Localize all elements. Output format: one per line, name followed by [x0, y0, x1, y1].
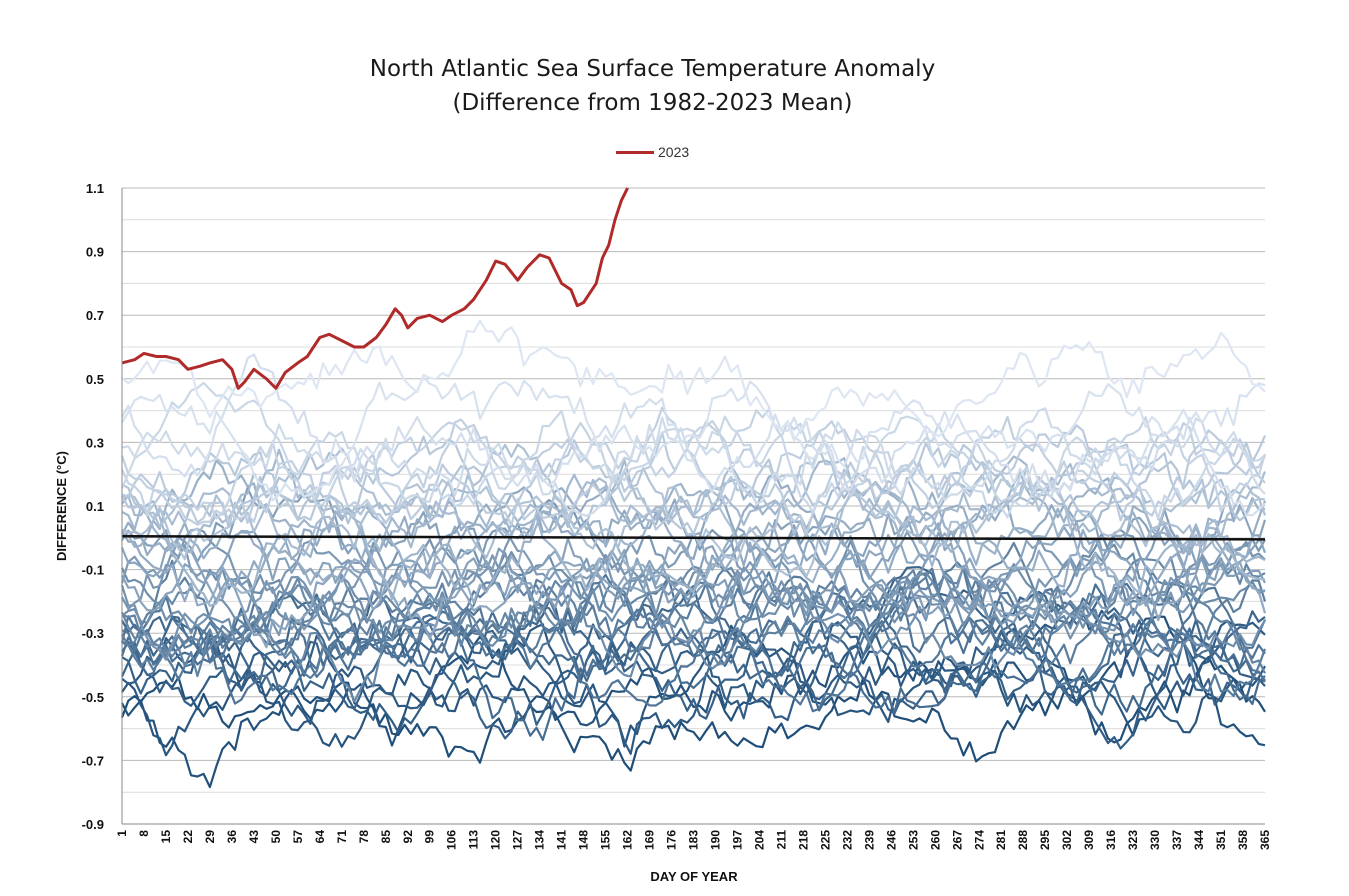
- y-axis-ticks: 1.1 0.9 0.7 0.5 0.3 0.1 -0.1 -0.3 -0.5 -0.7 -0.9: [82, 181, 104, 832]
- y-axis-label: DIFFERENCE (°C): [54, 451, 69, 561]
- x-tick-label: 260: [928, 830, 942, 850]
- x-tick-label: 50: [269, 830, 283, 844]
- y-tick-label: 0.5: [86, 372, 104, 387]
- chart-title-block: North Atlantic Sea Surface Temperature A…: [300, 52, 1005, 120]
- x-tick-label: 351: [1214, 830, 1228, 850]
- x-tick-label: 302: [1060, 830, 1074, 850]
- y-tick-label: -0.7: [82, 753, 104, 768]
- x-axis-label: DAY OF YEAR: [650, 869, 738, 884]
- background-year-line: [120, 381, 1266, 520]
- x-tick-label: 365: [1258, 830, 1272, 850]
- x-tick-label: 253: [906, 830, 920, 850]
- background-year-line: [121, 584, 1266, 716]
- x-tick-label: 92: [401, 830, 415, 844]
- x-tick-label: 232: [840, 830, 854, 850]
- background-year-line: [121, 561, 1267, 698]
- x-tick-label: 99: [423, 830, 437, 844]
- x-tick-label: 43: [247, 830, 261, 844]
- chart-subtitle: (Difference from 1982-2023 Mean): [452, 90, 853, 116]
- x-tick-label: 309: [1082, 830, 1096, 850]
- x-tick-label: 344: [1192, 830, 1206, 850]
- x-tick-label: 22: [181, 830, 195, 844]
- highlight-series: [121, 187, 629, 390]
- background-year-line: [121, 353, 1266, 517]
- y-tick-label: 0.1: [86, 499, 104, 514]
- x-tick-label: 169: [643, 830, 657, 850]
- background-year-line: [121, 435, 1267, 535]
- y-tick-label: 0.7: [86, 308, 104, 323]
- x-tick-label: 358: [1236, 830, 1250, 850]
- x-tick-label: 330: [1148, 830, 1162, 850]
- x-tick-label: 183: [687, 830, 701, 850]
- background-year-line: [121, 541, 1266, 678]
- background-year-line: [121, 473, 1267, 588]
- background-year-line: [121, 376, 1266, 502]
- x-tick-label: 1: [115, 830, 129, 837]
- x-tick-label: 211: [774, 830, 788, 850]
- x-tick-label: 85: [379, 830, 393, 844]
- y-tick-label: 1.1: [86, 181, 104, 196]
- y-tick-label: -0.3: [82, 626, 104, 641]
- zero-line-group: [121, 534, 1266, 541]
- x-tick-label: 281: [994, 830, 1008, 850]
- x-tick-label: 64: [313, 830, 327, 844]
- x-tick-label: 71: [335, 830, 349, 844]
- legend: 2023: [616, 142, 689, 162]
- x-tick-label: 36: [225, 830, 239, 844]
- x-tick-label: 204: [752, 830, 766, 850]
- x-tick-label: 29: [203, 830, 217, 844]
- x-tick-label: 295: [1038, 830, 1052, 850]
- background-year-line: [121, 319, 1266, 442]
- x-tick-label: 155: [599, 830, 613, 850]
- x-tick-label: 239: [862, 830, 876, 850]
- x-tick-label: 106: [445, 830, 459, 850]
- x-tick-label: 225: [818, 830, 832, 850]
- x-tick-label: 134: [533, 830, 547, 850]
- x-tick-label: 288: [1016, 830, 1030, 850]
- x-axis-ticks: 1 8 15 22 29 36 43 50 57 64 71 78 85 92 99 106 113 120 127…: [115, 830, 1272, 850]
- x-tick-label: 323: [1126, 830, 1140, 850]
- x-tick-label: 218: [796, 830, 810, 850]
- x-tick-label: 78: [357, 830, 371, 844]
- background-year-line: [121, 424, 1266, 536]
- axes: [121, 188, 1265, 825]
- legend-swatch-2023: [616, 150, 654, 154]
- y-tick-label: 0.9: [86, 245, 104, 260]
- y-tick-label: -0.1: [82, 563, 104, 578]
- x-tick-label: 162: [621, 830, 635, 850]
- x-tick-label: 274: [972, 830, 986, 850]
- x-tick-label: 176: [665, 830, 679, 850]
- zero-line: [121, 534, 1266, 541]
- x-tick-label: 15: [159, 830, 173, 844]
- x-tick-label: 113: [467, 830, 481, 850]
- x-tick-label: 267: [950, 830, 964, 850]
- y-tick-label: -0.9: [82, 817, 104, 832]
- y-tick-label: 0.3: [86, 435, 104, 450]
- x-tick-label: 127: [511, 830, 525, 850]
- x-tick-label: 57: [291, 830, 305, 844]
- x-tick-label: 141: [555, 830, 569, 850]
- x-tick-label: 190: [709, 830, 723, 850]
- background-year-line: [121, 459, 1266, 604]
- background-year-line: [121, 443, 1267, 578]
- background-year-line: [121, 617, 1266, 740]
- series-line-2023: [121, 187, 629, 390]
- x-tick-label: 120: [489, 830, 503, 850]
- x-tick-label: 246: [884, 830, 898, 850]
- legend-label-2023: 2023: [658, 144, 690, 160]
- background-year-series: [120, 319, 1267, 789]
- x-tick-label: 337: [1170, 830, 1184, 850]
- x-tick-label: 316: [1104, 830, 1118, 850]
- x-tick-label: 197: [731, 830, 745, 850]
- x-tick-label: 148: [577, 830, 591, 850]
- x-tick-label: 8: [137, 830, 151, 837]
- chart-title: North Atlantic Sea Surface Temperature A…: [369, 56, 936, 82]
- y-tick-label: -0.5: [82, 690, 104, 705]
